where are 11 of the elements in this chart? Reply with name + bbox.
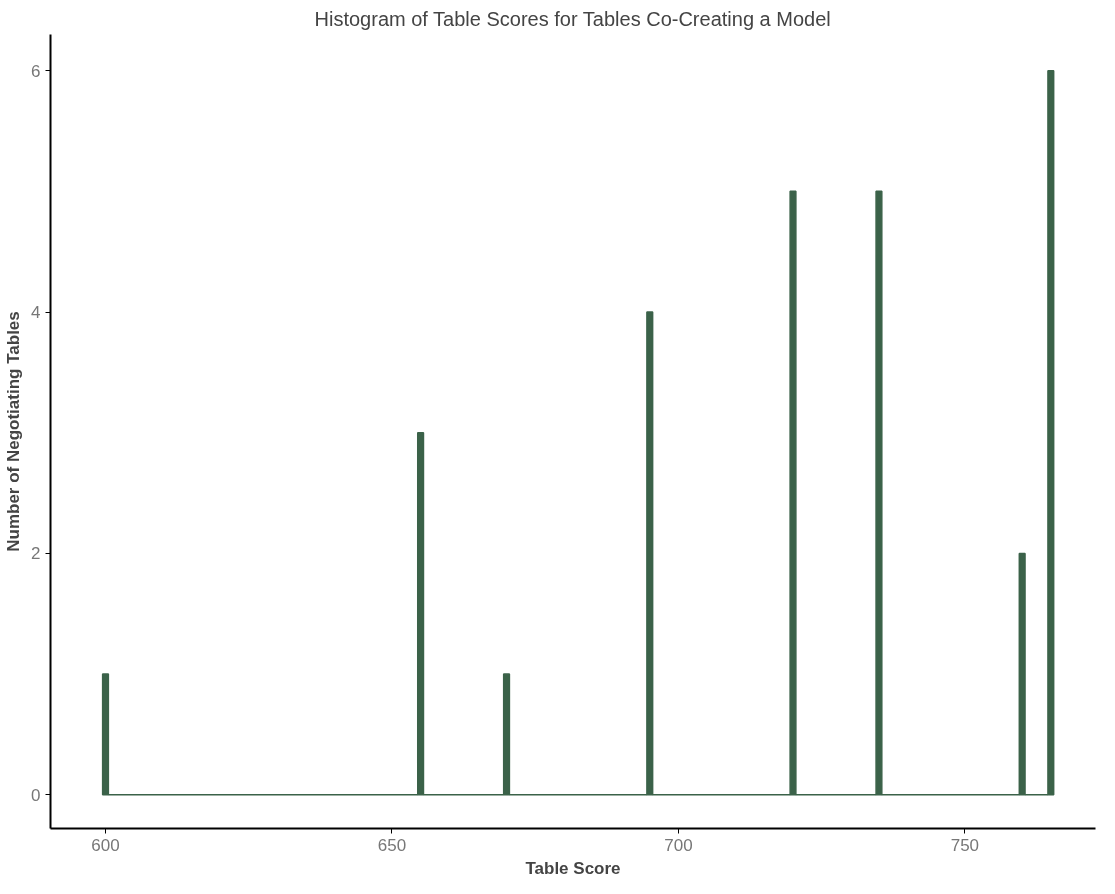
chart-title: Histogram of Table Scores for Tables Co-Creating a Model	[314, 7, 831, 30]
x-tick-label: 750	[950, 835, 980, 855]
y-tick-label: 6	[31, 61, 41, 81]
x-tick-label: 700	[664, 835, 693, 855]
x-axis-title: Table Score	[525, 858, 621, 878]
y-tick-label: 2	[31, 544, 41, 564]
y-tick-label: 4	[31, 303, 41, 323]
y-tick-label: 0	[31, 785, 41, 805]
y-axis-title: Number of Negotiating Tables	[4, 311, 24, 552]
x-tick-label: 600	[91, 835, 120, 855]
x-tick-label: 650	[377, 835, 407, 855]
